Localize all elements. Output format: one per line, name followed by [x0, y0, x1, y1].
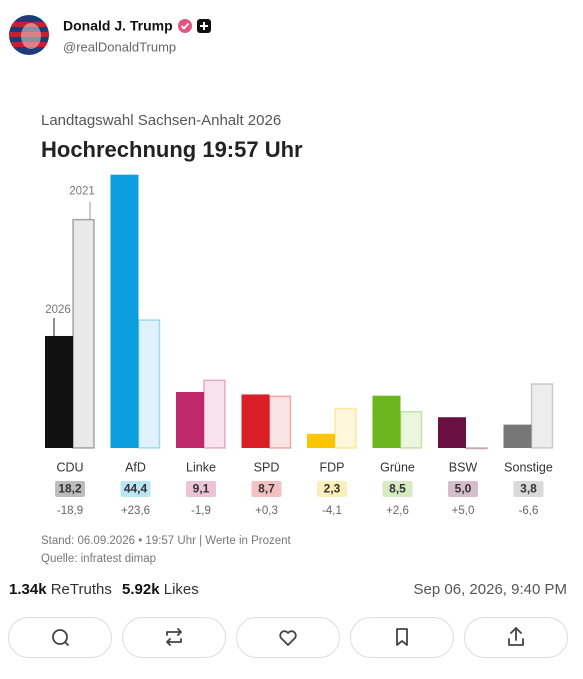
avatar[interactable]: [9, 15, 49, 55]
bar-current: [176, 391, 204, 448]
bar-current: [372, 395, 401, 448]
retruth-count[interactable]: 1.34k: [9, 581, 47, 598]
category-label: SPD: [254, 460, 280, 474]
series-annotation: 2026: [45, 304, 71, 316]
chart-note: Stand: 06.09.2026 • 19:57 Uhr | Werte in…: [41, 535, 292, 547]
category-label: Linke: [186, 460, 216, 474]
bar-previous: [530, 383, 554, 449]
value-label-box: [251, 481, 282, 497]
bookmark-button[interactable]: [350, 617, 454, 658]
bar-current: [503, 424, 532, 448]
category-label: Grüne: [380, 460, 415, 474]
category-label: FDP: [320, 460, 345, 474]
chart-subtitle: Landtagswahl Sachsen-Anhalt 2026: [41, 112, 281, 129]
chart-note: Quelle: infratest dimap: [41, 553, 156, 565]
bar-previous: [465, 447, 488, 450]
author-handle[interactable]: @realDonaldTrump: [63, 39, 176, 54]
series-annotation: 2021: [69, 186, 95, 198]
bar-previous: [334, 407, 357, 449]
difference-label: -1,9: [191, 505, 211, 517]
bar-current: [438, 417, 466, 448]
value-label: 8,5: [389, 482, 406, 496]
verified-badge: [178, 19, 211, 33]
value-label-box: [317, 481, 347, 497]
chart-title: Hochrechnung 19:57 Uhr: [41, 137, 303, 162]
retruth-button[interactable]: [122, 617, 226, 658]
value-label-box: [448, 481, 478, 497]
bar-current: [45, 335, 73, 448]
value-label: 2,3: [324, 482, 341, 496]
retruth-label[interactable]: ReTruths: [51, 581, 112, 598]
value-label-box: [120, 481, 151, 497]
category-label: CDU: [56, 460, 83, 474]
value-label: 9,1: [193, 482, 210, 496]
difference-label: +5,0: [452, 505, 475, 517]
category-label: BSW: [449, 460, 478, 474]
value-label: 18,2: [58, 482, 82, 496]
reply-button[interactable]: [8, 617, 112, 658]
category-label: Sonstige: [504, 460, 553, 474]
like-button[interactable]: [236, 617, 340, 658]
difference-label: -4,1: [322, 505, 342, 517]
bar-previous: [203, 379, 226, 449]
value-label: 3,8: [520, 482, 537, 496]
value-label-box: [513, 481, 544, 497]
difference-label: -18,9: [57, 505, 83, 517]
timestamp: Sep 06, 2026, 9:40 PM: [414, 581, 567, 598]
value-label-box: [186, 481, 216, 497]
bar-current: [307, 433, 335, 448]
value-label: 5,0: [455, 482, 472, 496]
difference-label: -6,6: [519, 505, 539, 517]
like-label[interactable]: Likes: [164, 581, 199, 598]
bar-current: [241, 394, 270, 448]
like-count[interactable]: 5.92k: [122, 581, 160, 598]
difference-label: +0,3: [255, 505, 278, 517]
bar-previous: [399, 410, 423, 449]
bar-previous: [72, 218, 95, 449]
author-name[interactable]: Donald J. Trump: [63, 18, 173, 34]
value-label-box: [55, 481, 85, 497]
difference-label: +2,6: [386, 505, 409, 517]
value-label: 8,7: [258, 482, 275, 496]
bar-previous: [268, 395, 292, 449]
difference-label: +23,6: [121, 505, 150, 517]
action-bar: [8, 617, 568, 658]
share-button[interactable]: [464, 617, 568, 658]
bar-current: [110, 174, 139, 448]
value-label-box: [382, 481, 413, 497]
bar-previous: [137, 319, 161, 449]
chart: Landtagswahl Sachsen-Anhalt 2026 Hochrec…: [41, 112, 554, 565]
category-label: AfD: [125, 460, 146, 474]
stats: 1.34k ReTruths 5.92k Likes: [9, 581, 199, 598]
value-label: 44,4: [124, 482, 148, 496]
